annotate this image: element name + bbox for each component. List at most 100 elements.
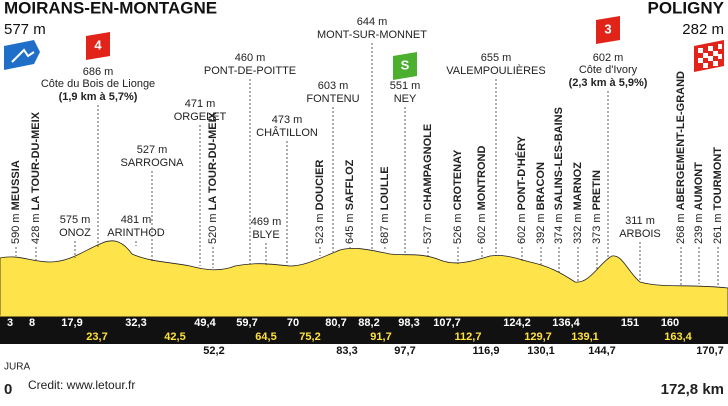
distance-km: 107,7 [433,317,461,329]
place-name: VALEMPOULIÈRES [446,64,545,77]
place-name: LOULLE [379,166,391,210]
place-altitude: 268 m [675,213,687,244]
place-altitude: 644 m [357,16,388,28]
place-altitude: 471 m [185,98,216,110]
distance-km: 130,1 [527,345,555,357]
start-icon [4,40,40,70]
place-name: CHAMPAGNOLE [422,124,434,211]
place-altitude: 332 m [572,213,584,244]
place-label: 602 m PONT-D'HÉRY [515,135,528,244]
climb-detail: (1,9 km à 5,7%) [59,91,138,103]
distance-km: 70 [287,317,299,329]
start-icon-arrow [11,48,35,63]
place-altitude: 526 m [452,213,464,244]
place-altitude: 481 m [121,214,152,226]
place-altitude: 392 m [535,213,547,244]
place-altitude: 374 m [553,213,565,244]
place-name: PONT-D'HÉRY [515,135,528,210]
start-name: MOIRANS-EN-MONTAGNE [4,0,217,17]
place-name: NEY [394,93,417,105]
distance-km: 49,4 [194,317,216,329]
place-altitude: 520 m [207,213,219,244]
distance-km: 112,7 [455,331,482,343]
place-altitude: 527 m [137,144,168,156]
place-name: BRACON [535,162,547,210]
distance-km: 91,7 [370,331,391,343]
climb-name: Côte du Bois de Lionge [41,78,155,90]
distance-km: 83,3 [336,345,357,357]
place-altitude: 261 m [712,213,724,244]
place-label: 526 m CROTENAY [452,149,464,244]
distance-km: 97,7 [394,345,415,357]
finish-name: POLIGNY [647,0,724,17]
place-name: SARROGNA [121,157,185,169]
climb-name: Côte d'Ivory [579,64,638,76]
place-altitude: 603 m [318,80,349,92]
region: JURA [4,362,30,373]
distance-km: 52,2 [203,345,224,357]
distance-km: 160 [661,317,679,329]
place-altitude: 239 m [693,213,705,244]
distance-km: 64,5 [255,331,276,343]
distance-km: 98,3 [398,317,419,329]
distance-km: 23,7 [86,331,107,343]
place-label: 332 m MARNOZ [572,162,584,244]
place-altitude: 655 m [481,52,512,64]
distance-km: 116,9 [473,345,500,357]
place-name: MONTROND [476,146,488,211]
distance-km: 17,9 [61,317,82,329]
place-name: MEUSSIA [10,160,22,210]
climb-icon [596,16,620,44]
climb-category: 3 [604,21,611,36]
place-name: MARNOZ [572,162,584,211]
distance-km: 139,1 [571,331,599,343]
place-label: 590 m MEUSSIA [10,160,22,244]
place-name: AUMONT [693,162,705,211]
distance-km: 136,4 [552,317,580,329]
sprint-icon [393,52,417,80]
place-altitude: 469 m [251,216,282,228]
place-altitude: 311 m [625,215,655,227]
climb-altitude: 602 m [593,52,624,64]
place-name: ONOZ [59,227,91,239]
place-name: PRETIN [591,170,603,210]
place-name: CHÂTILLON [256,126,318,139]
place-altitude: 460 m [235,52,266,64]
place-name: LA TOUR-DU-MEIX [30,111,42,210]
credit: Credit: www.letour.fr [28,378,135,392]
place-altitude: 537 m [422,213,434,244]
place-label: 602 m MONTROND [476,146,488,244]
distance-km: 88,2 [358,317,379,329]
climb-detail: (2,3 km à 5,9%) [569,77,648,89]
distance-km: 8 [29,317,35,329]
start-km: 0 [4,381,12,398]
place-altitude: 590 m [10,213,22,244]
distance-km: 144,7 [588,345,616,357]
place-label: 645 m SAFFLOZ [344,159,356,244]
distance-km: 3 [7,317,13,329]
place-name: DOUCIER [314,160,326,211]
place-label: 428 m LA TOUR-DU-MEIX [30,111,42,244]
distance-km: 170,7 [696,345,724,357]
place-altitude: 373 m [591,213,603,244]
distance-km: 75,2 [299,331,320,343]
distance-km: 42,5 [164,331,185,343]
start-altitude: 577 m [4,21,46,38]
place-label: 392 m BRACON [535,162,547,244]
place-name: SALINS-LES-BAINS [553,107,565,210]
place-label: 520 m LA TOUR-DU-MEIX [207,111,219,244]
place-label: 239 m AUMONT [693,162,705,244]
place-name: PONT-DE-POITTE [204,65,296,77]
place-name: ABERGEMENT-LE-GRAND [675,71,687,210]
climb-category: 4 [94,37,102,52]
distance-km: 163,4 [664,331,692,343]
distance-km: 80,7 [325,317,346,329]
distance-km: 124,2 [503,317,531,329]
place-altitude: 602 m [476,213,488,244]
place-label: 687 m LOULLE [379,166,391,244]
place-altitude: 473 m [272,114,303,126]
place-label: 523 m DOUCIER [314,160,326,244]
place-label: 261 m TOURMONT [712,147,724,244]
place-label: 268 m ABERGEMENT-LE-GRAND [675,71,687,244]
place-altitude: 428 m [30,213,42,244]
